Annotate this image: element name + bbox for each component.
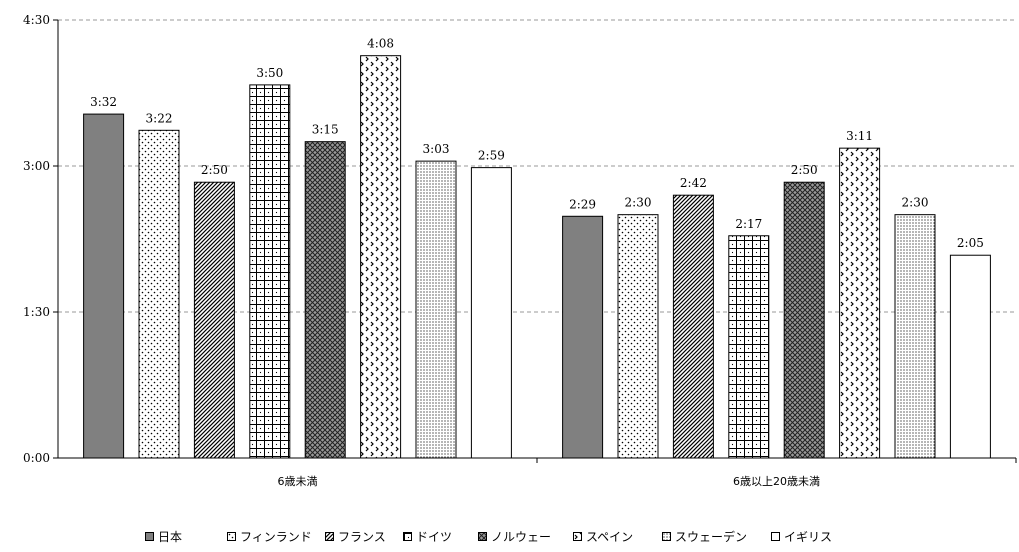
bar [138,129,180,459]
data-label: 3:15 [312,123,339,137]
data-label: 2:29 [569,197,596,211]
legend-label: 日本 [158,529,183,544]
bar [728,235,770,459]
bars [83,55,991,459]
data-label: 3:22 [146,111,173,125]
bar [949,254,991,459]
bar [304,141,346,459]
category-label: 6歳以上20歳未満 [733,475,820,488]
legend-label: ドイツ [416,529,453,544]
legend-label: フランス [338,529,386,544]
legend-item: スペイン [573,526,633,546]
legend-label: イギリス [784,529,833,544]
legend-label: フィンランド [240,529,312,544]
data-labels: 3:32 3:22 2:50 3:50 3:15 4:08 3:03 2:59 2:29 2:30… [90,37,984,251]
y-tick-label: 1:30 [23,305,50,319]
data-label: 3:50 [256,66,283,80]
legend-item: フィンランド [227,526,312,546]
legend-item: イギリス [771,526,832,546]
data-label: 2:30 [902,196,929,210]
legend-item: スウェーデン [662,526,747,546]
data-label: 4:08 [367,37,394,51]
legend-label: スペイン [586,529,634,544]
legend-swatch [403,531,412,541]
data-label: 2:05 [957,236,984,250]
data-label: 2:59 [478,149,505,163]
legend-item: 日本 [145,526,182,546]
category-label: 6歳未満 [278,475,318,488]
legend-swatch [325,531,334,541]
bar [783,181,825,459]
y-tick-label: 0:00 [23,451,50,465]
legend: 日本 フィンランド フランス ドイツ ノルウェー スペイン スウェーデン イギリス [0,526,1019,546]
data-label: 3:11 [846,129,873,143]
data-label: 3:32 [90,95,117,109]
legend-item: ノルウェー [478,526,551,546]
legend-swatch [771,531,780,541]
bar [894,214,936,459]
data-label: 3:03 [423,142,450,156]
bar [470,167,512,459]
y-tick-label: 4:30 [23,13,50,27]
data-label: 2:42 [680,176,707,190]
data-label: 2:50 [791,163,818,177]
data-label: 2:50 [201,163,228,177]
data-label: 2:17 [735,217,762,231]
bar [839,147,881,459]
legend-swatch [662,531,671,541]
legend-label: ノルウェー [491,529,552,544]
bar [617,214,659,459]
legend-swatch [227,531,236,541]
data-label: 2:30 [625,196,652,210]
legend-item: ドイツ [403,526,452,546]
bar [415,160,457,459]
bar-chart: 0:00 1:30 3:00 4:30 6歳未満 6歳以上20歳未満 3:32 3:22 2:… [23,13,1017,488]
bar [562,215,604,459]
bar [83,113,125,459]
bar [672,194,714,459]
legend-swatch [573,531,582,541]
legend-label: スウェーデン [675,529,748,544]
bar [249,84,291,459]
y-tick-label: 3:00 [23,159,50,173]
legend-swatch [145,531,154,541]
legend-swatch [478,531,487,541]
bar [360,55,402,459]
bar [193,181,235,459]
legend-item: フランス [325,526,386,546]
